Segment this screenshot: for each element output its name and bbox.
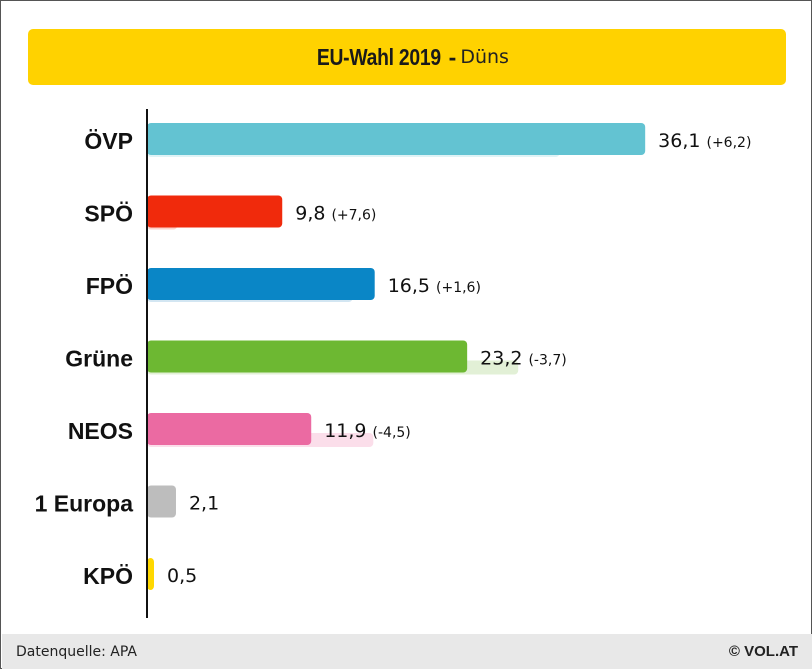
category-label-6: KPÖ (83, 563, 133, 589)
change-label-4: (-4,5) (373, 425, 411, 441)
bar-5 (147, 485, 176, 518)
title-bar: EU-Wahl 2019 - Düns (28, 29, 786, 85)
value-number-6: 0,5 (167, 565, 197, 587)
category-label-1: SPÖ (84, 201, 133, 227)
change-label-0: (+6,2) (706, 135, 751, 151)
category-label-5: 1 Europa (35, 491, 134, 517)
value-label-4: 11,9 (-4,5) (324, 420, 411, 442)
change-label-3: (-3,7) (528, 353, 566, 369)
brand-label: © VOL.AT (728, 643, 798, 660)
change-label-1: (+7,6) (331, 208, 376, 224)
value-label-0: 36,1 (+6,2) (658, 130, 751, 152)
value-number-2: 16,5 (388, 275, 430, 297)
source-label: Datenquelle: APA (16, 644, 137, 660)
category-label-2: FPÖ (86, 273, 133, 299)
value-label-3: 23,2 (-3,7) (480, 348, 567, 370)
value-number-1: 9,8 (295, 203, 325, 225)
bar-chart: ÖVP 36,1 (+6,2) SPÖ 9,8 (+7,6) FPÖ 16,5 (+1,6) Gr… (35, 109, 751, 618)
bar-3 (147, 340, 468, 373)
value-label-5: 2,1 (189, 493, 219, 515)
bar-6 (147, 558, 154, 590)
category-label-3: Grüne (65, 346, 133, 372)
chart-subtitle: Düns (460, 46, 509, 68)
bar-2 (147, 268, 375, 300)
bar-0 (147, 123, 646, 155)
bar-4 (147, 413, 312, 445)
category-label-0: ÖVP (84, 128, 133, 154)
value-label-2: 16,5 (+1,6) (388, 275, 481, 297)
bar-1 (147, 195, 283, 228)
value-number-5: 2,1 (189, 493, 219, 515)
value-number-4: 11,9 (324, 420, 366, 442)
change-label-2: (+1,6) (436, 280, 481, 296)
title-separator: - (448, 43, 457, 70)
footer: Datenquelle: APA © VOL.AT (2, 634, 812, 669)
value-label-6: 0,5 (167, 565, 197, 587)
chart-title: EU-Wahl 2019 (316, 43, 441, 70)
value-number-3: 23,2 (480, 348, 522, 370)
value-label-1: 9,8 (+7,6) (295, 203, 376, 225)
category-label-4: NEOS (68, 418, 133, 444)
value-number-0: 36,1 (658, 130, 700, 152)
